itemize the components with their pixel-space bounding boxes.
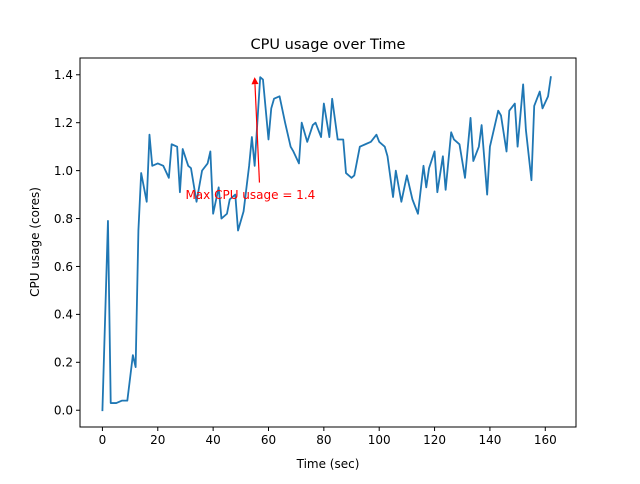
y-tick-label: 1.0 bbox=[54, 164, 73, 178]
x-tick-label: 80 bbox=[316, 433, 331, 447]
y-tick-label: 0.6 bbox=[54, 260, 73, 274]
y-tick-label: 0.4 bbox=[54, 308, 73, 322]
y-axis-ticks: 0.0 0.2 0.4 0.6 0.8 1.0 1.2 1.4 bbox=[54, 68, 80, 418]
y-tick-label: 1.4 bbox=[54, 68, 73, 82]
x-tick-label: 20 bbox=[150, 433, 165, 447]
y-tick-label: 0.8 bbox=[54, 212, 73, 226]
x-tick-label: 60 bbox=[261, 433, 276, 447]
x-axis-ticks: 0 20 40 60 80 100 120 140 160 bbox=[99, 427, 557, 447]
series-line-0 bbox=[101, 76, 552, 412]
x-tick-label: 140 bbox=[478, 433, 501, 447]
x-axis-label: Time (sec) bbox=[296, 457, 360, 471]
x-tick-label: 100 bbox=[368, 433, 391, 447]
x-tick-label: 160 bbox=[534, 433, 557, 447]
annotation-arrow bbox=[254, 84, 261, 183]
y-tick-label: 1.2 bbox=[54, 116, 73, 130]
annotation-label: Max CPU usage = 1.4 bbox=[185, 188, 315, 202]
annotation-layer: Max CPU usage = 1.4 bbox=[185, 77, 315, 202]
annotation-arrow-head bbox=[251, 77, 259, 85]
series-layer bbox=[101, 76, 552, 412]
x-tick-label: 0 bbox=[99, 433, 107, 447]
plot-frame bbox=[79, 57, 577, 428]
chart-title: CPU usage over Time bbox=[251, 37, 406, 53]
y-tick-label: 0.0 bbox=[54, 404, 73, 418]
y-tick-label: 0.2 bbox=[54, 356, 73, 370]
y-axis-label: CPU usage (cores) bbox=[28, 187, 42, 297]
x-tick-label: 120 bbox=[423, 433, 446, 447]
x-tick-label: 40 bbox=[205, 433, 220, 447]
